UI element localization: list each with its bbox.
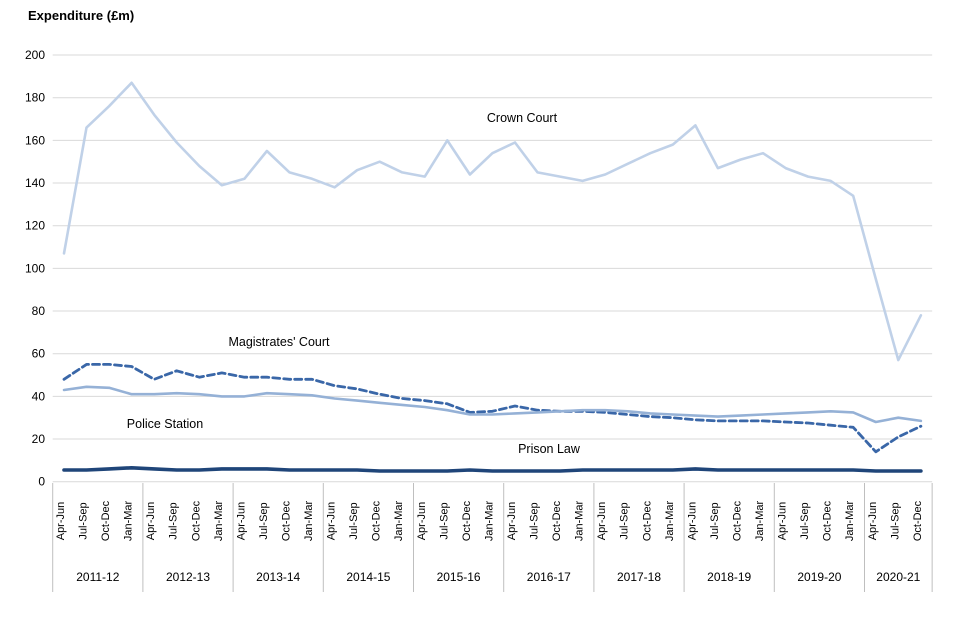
y-axis-tick-label: 140 (25, 176, 45, 190)
y-axis-tick-label: 100 (25, 261, 45, 275)
year-tick-label: 2016-17 (527, 570, 571, 584)
y-axis-tick-label: 200 (25, 48, 45, 62)
quarter-tick-label: Jul-Sep (168, 502, 180, 539)
quarter-tick-label: Apr-Jun (235, 502, 247, 541)
quarter-tick-label: Jan-Mar (123, 500, 135, 541)
quarter-tick-label: Oct-Dec (190, 500, 202, 541)
quarter-tick-label: Oct-Dec (912, 500, 924, 541)
quarter-tick-label: Apr-Jun (326, 502, 338, 541)
quarter-tick-label: Oct-Dec (551, 500, 563, 541)
quarter-tick-label: Apr-Jun (145, 502, 157, 541)
quarter-tick-label: Apr-Jun (506, 502, 518, 541)
quarter-tick-label: Oct-Dec (822, 500, 834, 541)
quarter-tick-label: Jul-Sep (799, 502, 811, 539)
quarter-tick-label: Apr-Jun (777, 502, 789, 541)
y-axis-tick-label: 120 (25, 219, 45, 233)
quarter-tick-label: Oct-Dec (100, 500, 112, 541)
y-axis-tick-label: 180 (25, 91, 45, 105)
year-tick-label: 2017-18 (617, 570, 661, 584)
series-line-crown-court (62, 81, 923, 362)
year-tick-label: 2013-14 (256, 570, 300, 584)
quarter-tick-label: Jan-Mar (393, 500, 405, 541)
quarter-tick-label: Oct-Dec (731, 500, 743, 541)
series-label-crown-court: Crown Court (487, 111, 558, 125)
year-tick-label: 2020-21 (876, 570, 920, 584)
quarter-tick-label: Jan-Mar (303, 500, 315, 541)
quarter-tick-label: Oct-Dec (641, 500, 653, 541)
y-axis-tick-label: 20 (32, 432, 46, 446)
quarter-tick-label: Apr-Jun (55, 502, 67, 541)
quarter-tick-label: Jul-Sep (78, 502, 90, 539)
quarter-tick-label: Jul-Sep (438, 502, 450, 539)
y-axis-tick-label: 80 (32, 304, 46, 318)
quarter-tick-label: Jul-Sep (619, 502, 631, 539)
quarter-tick-label: Oct-Dec (280, 500, 292, 541)
quarter-tick-label: Jul-Sep (889, 502, 901, 539)
quarter-tick-label: Apr-Jun (596, 502, 608, 541)
y-axis-tick-label: 160 (25, 133, 45, 147)
series-line-prison-law (62, 465, 923, 473)
quarter-tick-label: Jan-Mar (844, 500, 856, 541)
quarter-tick-label: Oct-Dec (371, 500, 383, 541)
series-label-prison-law: Prison Law (518, 442, 581, 456)
quarter-tick-label: Jan-Mar (754, 500, 766, 541)
quarter-tick-label: Jan-Mar (213, 500, 225, 541)
y-axis-tick-label: 40 (32, 389, 46, 403)
series-label-magistrates-court: Magistrates' Court (228, 335, 330, 349)
year-tick-label: 2011-12 (76, 570, 119, 584)
year-tick-label: 2018-19 (707, 570, 751, 584)
y-axis-tick-label: 0 (38, 475, 45, 489)
quarter-tick-label: Jan-Mar (664, 500, 676, 541)
series-line-police-station (62, 385, 923, 424)
quarter-tick-label: Jul-Sep (709, 502, 721, 539)
quarter-tick-label: Oct-Dec (461, 500, 473, 541)
year-tick-label: 2012-13 (166, 570, 210, 584)
year-tick-label: 2019-20 (797, 570, 841, 584)
year-tick-label: 2015-16 (437, 570, 481, 584)
chart-title: Expenditure (£m) (28, 8, 135, 23)
quarter-tick-label: Jan-Mar (574, 500, 586, 541)
series-label-police-station: Police Station (127, 417, 203, 431)
y-axis-tick-label: 60 (32, 347, 46, 361)
quarter-tick-label: Jul-Sep (529, 502, 541, 539)
quarter-tick-label: Apr-Jun (867, 502, 879, 541)
year-tick-label: 2014-15 (346, 570, 390, 584)
quarter-tick-label: Apr-Jun (686, 502, 698, 541)
quarter-tick-label: Apr-Jun (416, 502, 428, 541)
quarter-tick-label: Jul-Sep (348, 502, 360, 539)
series-line-magistrates-court (62, 362, 923, 454)
quarter-tick-label: Jan-Mar (483, 500, 495, 541)
quarter-tick-label: Jul-Sep (258, 502, 270, 539)
